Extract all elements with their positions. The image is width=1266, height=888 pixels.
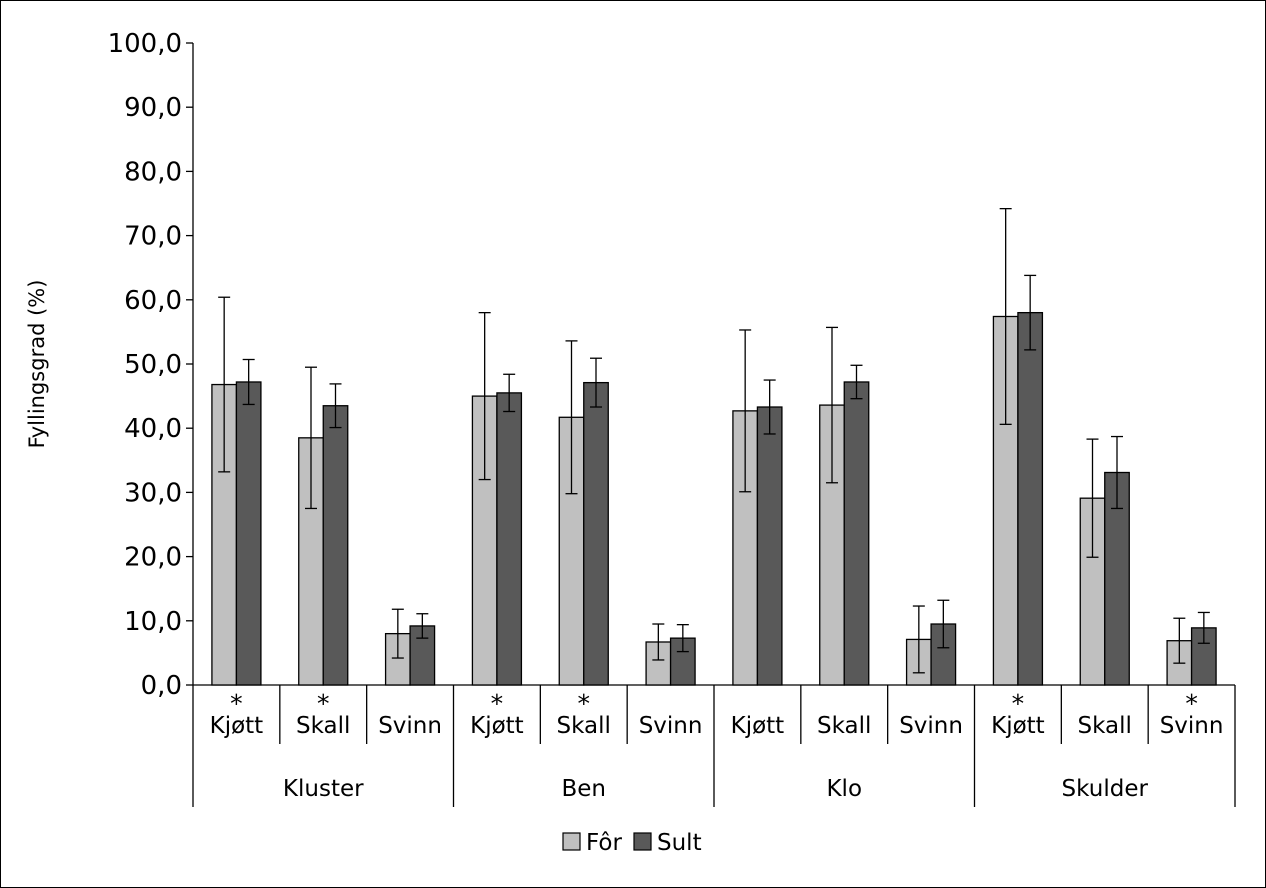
y-axis-label: Fyllingsgrad (%) xyxy=(25,280,49,449)
y-tick-label: 10,0 xyxy=(124,607,182,637)
y-tick-label: 50,0 xyxy=(124,350,182,380)
significance-marker: * xyxy=(317,689,330,718)
category-label: Skall xyxy=(817,713,871,739)
category-label: Kjøtt xyxy=(991,713,1045,739)
category-label: Svinn xyxy=(378,713,442,739)
category-label: Skall xyxy=(296,713,350,739)
significance-marker: * xyxy=(1185,689,1198,718)
category-label: Kjøtt xyxy=(731,713,785,739)
bar-sult xyxy=(322,405,349,686)
y-tick-label: 60,0 xyxy=(124,286,182,316)
category-label: Svinn xyxy=(1160,713,1224,739)
bar-sult xyxy=(1017,311,1044,686)
significance-marker: * xyxy=(1012,689,1025,718)
y-tick-label: 90,0 xyxy=(124,93,182,123)
legend-swatch-sult xyxy=(633,832,652,851)
category-label: Kjøtt xyxy=(470,713,524,739)
group-label: Ben xyxy=(561,776,606,802)
group-label: Skulder xyxy=(1062,776,1149,802)
category-label: Svinn xyxy=(639,713,703,739)
category-label: Kjøtt xyxy=(210,713,264,739)
legend-swatch-for xyxy=(562,832,581,851)
bar-sult xyxy=(496,392,523,686)
bar-sult xyxy=(583,381,609,686)
bar-sult xyxy=(843,381,870,686)
significance-marker: * xyxy=(578,689,591,718)
bar-sult xyxy=(756,406,783,686)
y-tick-label: 70,0 xyxy=(124,222,182,252)
group-label: Kluster xyxy=(283,776,364,802)
category-label: Skall xyxy=(1078,713,1132,739)
category-label: Skall xyxy=(557,713,611,739)
significance-marker: * xyxy=(230,689,243,718)
category-label: Svinn xyxy=(899,713,963,739)
y-tick-label: 80,0 xyxy=(124,157,182,187)
significance-marker: * xyxy=(491,689,504,718)
y-tick-label: 20,0 xyxy=(124,543,182,573)
y-tick-label: 100,0 xyxy=(108,29,182,59)
y-tick-label: 30,0 xyxy=(124,478,182,508)
group-label: Klo xyxy=(826,776,862,802)
y-tick-label: 0,0 xyxy=(141,671,182,701)
bar-sult xyxy=(235,381,262,686)
y-tick-label: 40,0 xyxy=(124,414,182,444)
legend-label-sult: Sult xyxy=(657,830,702,856)
legend-label-for: Fôr xyxy=(586,830,622,856)
